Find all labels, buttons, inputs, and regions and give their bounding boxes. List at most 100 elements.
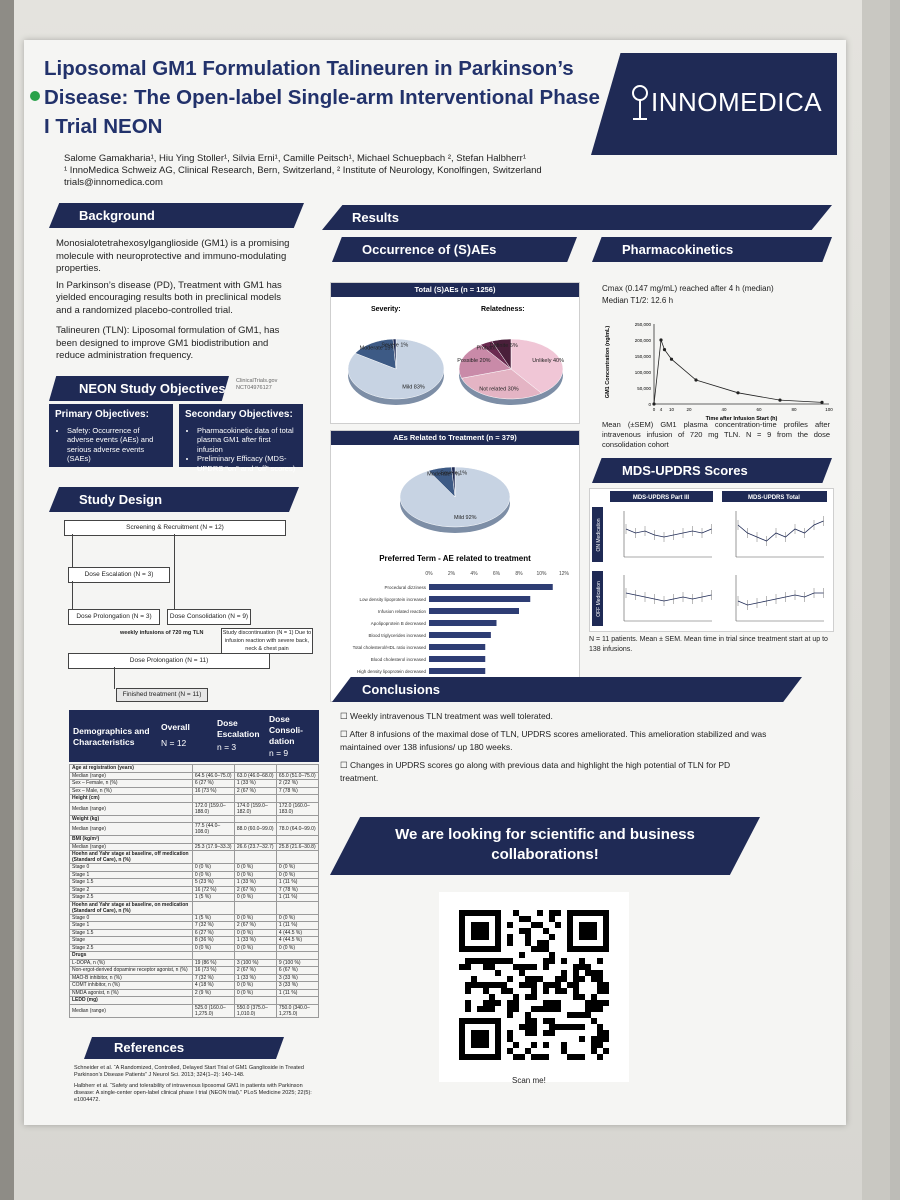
axis-tick: 50,000: [637, 386, 651, 391]
table-cell: 0 (0 %): [275, 863, 320, 872]
axis-tick: 6%: [493, 571, 501, 577]
table-cell: 1 (5 %): [191, 893, 235, 902]
table-cell: 1 (11 %): [275, 893, 320, 902]
table-cell: 0 (0 %): [233, 913, 277, 922]
table-cell: 7 (78 %): [275, 786, 320, 795]
pk-summary: Cmax (0.147 mg/mL) reached after 4 h (me…: [602, 283, 832, 307]
table-cell: 0 (0 %): [275, 943, 320, 952]
preferred-term-title: Preferred Term - AE related to treatment: [379, 554, 531, 563]
table-cell: 65.0 (51.0–75.0): [275, 771, 320, 780]
table-cell: [275, 850, 320, 864]
pie-label: Mild 83%: [402, 385, 425, 391]
conclusion-item: ☐ Weekly intravenous TLN treatment was w…: [340, 711, 553, 721]
flow-finished: Finished treatment (N = 11): [116, 688, 208, 702]
logo-icon: [632, 85, 648, 120]
background-bullet-2: In Parkinson’s disease (PD), Treatment w…: [56, 279, 282, 316]
table-cell: 1 (33 %): [233, 936, 277, 945]
bar: [429, 644, 486, 650]
pie-label: Definite 6%: [490, 343, 518, 349]
table-cell: [191, 996, 235, 1005]
table-cell: 3 (33 %): [275, 981, 320, 990]
table-row: Hoehn and Yahr stage at baseline, off me…: [69, 850, 320, 864]
affiliations: ¹ InnoMedica Schweiz AG, Clinical Resear…: [64, 165, 542, 176]
table-cell: [233, 996, 277, 1005]
table-cell: Stage 1: [69, 870, 193, 879]
table-cell: Median (range): [69, 771, 193, 780]
axis-tick: 150,000: [635, 354, 652, 359]
table-cell: 2 (67 %): [233, 885, 277, 894]
table-cell: 1 (33 %): [233, 973, 277, 982]
axis-tick: 200,000: [635, 338, 652, 343]
table-cell: 550.0 (375.0–1,010.0): [233, 1003, 277, 1018]
axis-tick: 4%: [470, 571, 478, 577]
pk-caption: Mean (±SEM) GM1 plasma concentration-tim…: [602, 420, 830, 449]
table-row: Median (range) 77.5 (44.0–108.0) 88.0 (60.…: [69, 822, 320, 836]
primary-title: Primary Objectives:: [55, 409, 149, 420]
table-cell: 9 (100 %): [275, 958, 320, 967]
table-cell: 0 (0 %): [191, 870, 235, 879]
conclusions-heading: Conclusions: [332, 677, 802, 702]
objectives-heading: NEON Study Objectives: [49, 376, 229, 401]
axis-tick: 0: [648, 402, 651, 407]
table-cell: 7 (32 %): [191, 973, 235, 982]
severity-pie: Mild 83% Moderate 15%Severe 1%: [347, 338, 445, 405]
results-heading: Results: [322, 205, 832, 230]
background-text: Monosialotetrahexosylganglioside (GM1) i…: [56, 238, 296, 367]
table-row: Stage 8 (36 %) 1 (33 %) 4 (44.5 %): [69, 936, 320, 945]
pk-xlabel: Time after Infusion Start (h): [706, 416, 778, 422]
wall: [0, 0, 14, 1200]
table-cell: 77.5 (44.0–108.0): [191, 822, 235, 836]
table-cell: 0 (0 %): [233, 863, 277, 872]
table-cell: 8 (36 %): [191, 936, 235, 945]
bar-category: Blood triglycerides increased: [368, 633, 426, 638]
table-row: BMI (kg/m²): [69, 835, 320, 844]
axis-tick: 4: [660, 407, 663, 412]
table-cell: 172.0 (159.0–188.0): [191, 801, 235, 816]
table-cell: [191, 794, 235, 803]
table-cell: Median (range): [69, 1003, 193, 1018]
table-cell: 7 (78 %): [275, 885, 320, 894]
table-row: Stage 2 16 (72 %) 2 (67 %) 7 (78 %): [69, 885, 320, 894]
table-cell: 0 (0 %): [233, 943, 277, 952]
primary-item: Safety: Occurrence of adverse events (AE…: [67, 426, 167, 464]
table-cell: 19 (86 %): [191, 958, 235, 967]
poster: Liposomal GM1 Formulation Talineuren in …: [24, 40, 846, 1125]
bar: [429, 596, 531, 602]
table-cell: 1 (11 %): [275, 988, 320, 997]
table-row: LEDD (mg): [69, 996, 320, 1005]
table-cell: 1 (11 %): [275, 921, 320, 930]
table-row: Stage 2.5 0 (0 %) 0 (0 %) 0 (0 %): [69, 943, 320, 952]
table-cell: [233, 951, 277, 960]
total-aes-panel: Total (S)AEs (n = 1256) Severity: Relate…: [330, 282, 580, 424]
pie-slice: [392, 338, 397, 370]
table-cell: 25.3 (17.9–33.3): [191, 842, 235, 851]
green-dot: [30, 91, 40, 101]
authors: Salome Gamakharia¹, Hiu Ying Stoller¹, S…: [64, 153, 526, 164]
total-aes-charts: Severity: Relatedness: Mild 83% Moderate …: [347, 306, 564, 405]
pie-label: Severe 1%: [440, 471, 467, 477]
demo-col-4-n: n = 9: [269, 748, 289, 758]
table-cell: [275, 814, 320, 823]
mds-total-title: MDS-UPDRS Total: [748, 495, 800, 501]
qr-code[interactable]: [439, 892, 629, 1082]
table-cell: Hoehn and Yahr stage at baseline, off me…: [69, 850, 193, 864]
table-cell: 750.0 (340.0–1,275.0): [275, 1003, 320, 1018]
table-row: Median (range) 64.5 (46.0–75.0) 63.0 (46.0…: [69, 771, 320, 780]
relatedness-pie: Unlikely 40% Not related 30% Possible 20% P…: [457, 338, 564, 405]
table-cell: 16 (73 %): [191, 786, 235, 795]
axis-tick: 60: [756, 407, 762, 412]
off-medication-label: OFF Medication: [596, 581, 602, 617]
table-cell: 2 (67 %): [233, 921, 277, 930]
table-cell: 172.0 (160.0–183.0): [275, 801, 320, 816]
table-cell: 0 (0 %): [191, 943, 235, 952]
table-cell: 26.6 (23.7–32.7): [233, 842, 277, 851]
table-cell: 525.0 (160.0–1,275.0): [191, 1003, 235, 1018]
demo-col-3-n: n = 3: [217, 742, 237, 752]
table-cell: [233, 764, 277, 773]
table-cell: [233, 794, 277, 803]
table-cell: Stage: [69, 936, 193, 945]
table-row: Median (range) 25.3 (17.9–33.3) 26.6 (23.7…: [69, 842, 320, 851]
axis-tick: 100: [825, 407, 833, 412]
table-cell: [191, 764, 235, 773]
table-cell: BMI (kg/m²): [69, 835, 193, 844]
